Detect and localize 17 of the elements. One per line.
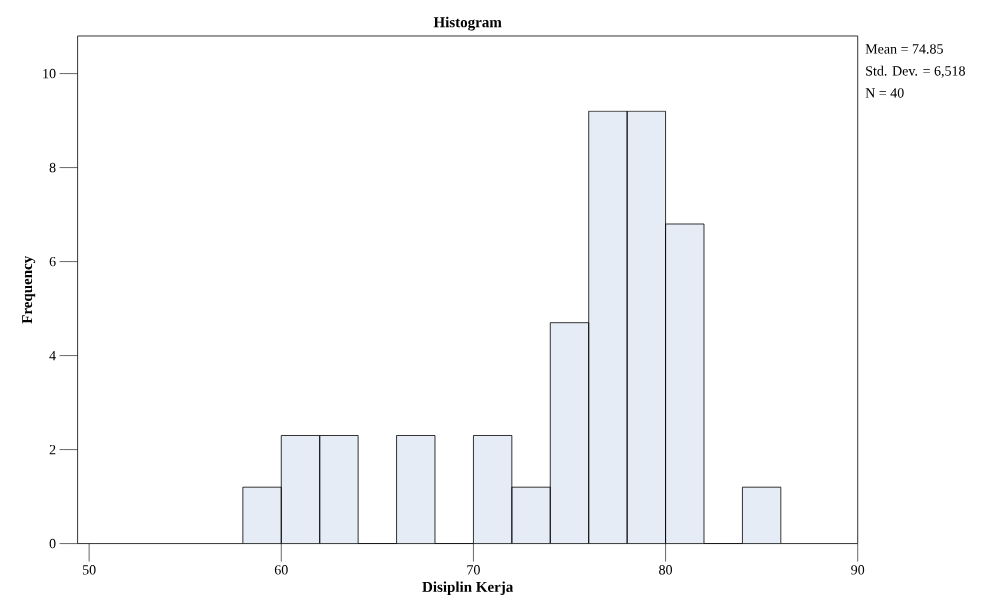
x-axis-title: Disiplin Kerja (422, 581, 514, 596)
text: N = 40 (865, 88, 904, 98)
y-tick-label: 2 (49, 444, 56, 455)
x-tick-label: 80 (659, 565, 673, 575)
y-tick-label: 8 (49, 162, 56, 173)
y-tick-label: 6 (49, 256, 56, 267)
y-tick-label: 10 (43, 68, 56, 79)
text: Mean = 74.85 (865, 44, 943, 54)
x-tick-label: 70 (467, 565, 480, 575)
x-tick-label: 60 (274, 565, 288, 575)
y-tick-label: 0 (49, 538, 56, 549)
y-axis-title: Frequency (22, 255, 36, 324)
x-tick-label: 90 (851, 565, 865, 575)
chart-title: Histogram (433, 16, 502, 31)
x-tick-label: 50 (82, 565, 96, 575)
y-tick-label: 4 (49, 350, 56, 361)
text: Std. Dev. = 6,518 (866, 65, 965, 78)
